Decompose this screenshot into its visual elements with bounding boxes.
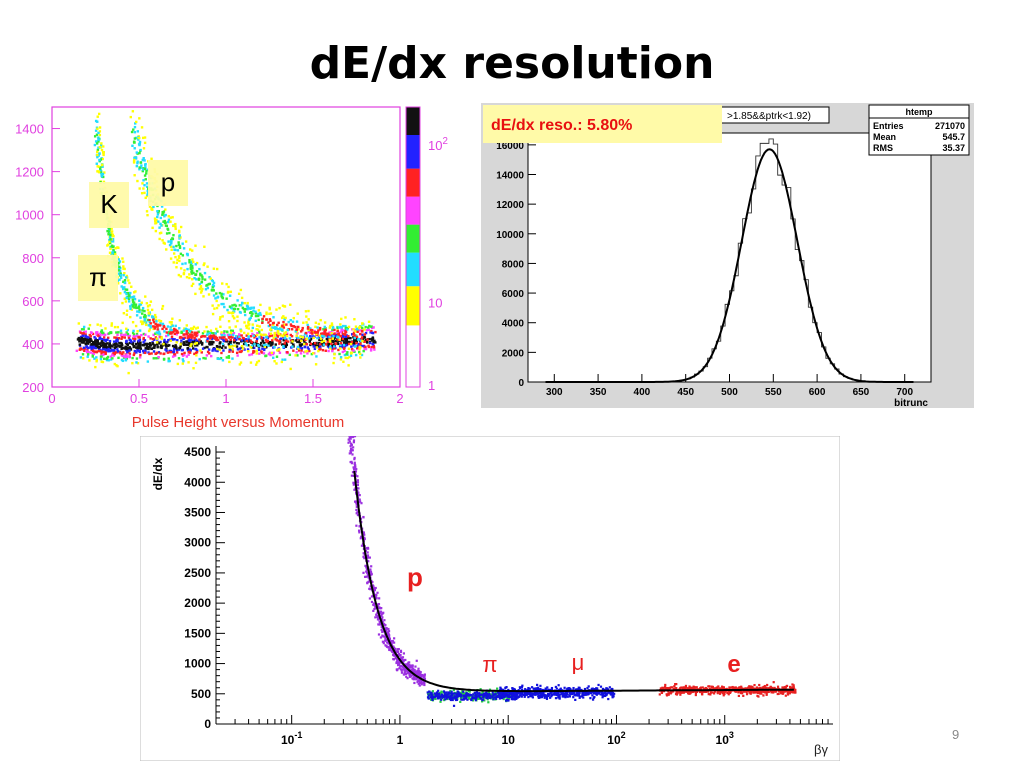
heatmap-cells xyxy=(75,110,377,375)
y-tick-label: 600 xyxy=(22,294,44,309)
x-tick-label: 1 xyxy=(222,391,229,406)
color-scale-segment xyxy=(406,168,420,197)
y-tick-label: 16000 xyxy=(496,141,524,152)
color-scale-segment xyxy=(406,135,420,169)
dedx-vs-betagamma-chart: 0 500 1000 1500 2000 2500 3000 3500 4000 4500 10-1… xyxy=(140,436,840,761)
x-tick-label: 0 xyxy=(48,391,55,406)
stats-key: Mean xyxy=(873,132,896,142)
particle-label: e xyxy=(727,651,740,678)
x-tick-label: 350 xyxy=(590,387,607,398)
z-tick-label: 1 xyxy=(428,378,435,393)
y-tick-label: 400 xyxy=(22,337,44,352)
particle-label-box xyxy=(78,255,118,301)
y-tick-label: 2000 xyxy=(184,596,211,610)
stats-value: 35.37 xyxy=(942,143,965,153)
y-tick-label: 1000 xyxy=(15,208,44,223)
particle-label: p xyxy=(407,562,423,592)
x-tick-label: 10 xyxy=(502,733,516,747)
color-scale-segment xyxy=(406,107,420,135)
stats-value: 271070 xyxy=(935,121,965,131)
y-tick-label: 2000 xyxy=(502,348,525,359)
y-tick-label: 200 xyxy=(22,380,44,395)
x-tick-label: 600 xyxy=(809,387,826,398)
y-tick-label: 0 xyxy=(204,717,211,731)
particle-label: p xyxy=(161,167,175,197)
bitrunc-histogram-chart: 300 350 400 450 500 550 600 650 700 0 2000 4000 6000… xyxy=(481,103,974,408)
x-tick-label: 700 xyxy=(896,387,913,398)
y-tick-label: 800 xyxy=(22,251,44,266)
y-tick-label: 1200 xyxy=(15,165,44,180)
y-tick-label: 3500 xyxy=(184,505,211,519)
z-tick-label: 102 xyxy=(428,136,448,153)
y-tick-label: 8000 xyxy=(502,259,525,270)
stats-value: 545.7 xyxy=(942,132,965,142)
stats-key: Entries xyxy=(873,121,904,131)
particle-label: π xyxy=(89,262,107,292)
chart-frame xyxy=(140,436,840,761)
y-tick-label: 4000 xyxy=(184,475,211,489)
x-tick-label: 103 xyxy=(716,730,734,747)
particle-label: μ xyxy=(572,650,585,675)
y-tick-label: 1400 xyxy=(15,122,44,137)
slide-title: dE/dx resolution xyxy=(309,38,715,89)
y-tick-label: 1500 xyxy=(184,626,211,640)
bethe-bloch-curve xyxy=(353,470,794,693)
y-tick-label: 4500 xyxy=(184,445,211,459)
particle-label: π xyxy=(482,652,497,677)
y-tick-label: 2500 xyxy=(184,566,211,580)
particle-label-box xyxy=(148,160,188,206)
color-scale-segment xyxy=(406,224,420,253)
x-tick-label: 500 xyxy=(721,387,738,398)
scatter-points xyxy=(347,436,797,707)
y-tick-label: 6000 xyxy=(502,289,525,300)
particle-label-box xyxy=(89,182,129,228)
x-tick-label: 1 xyxy=(397,733,404,747)
color-scale-segment xyxy=(406,325,420,387)
x-tick-label: 102 xyxy=(607,730,625,747)
pulse-height-vs-momentum-chart: 0 0.5 1 1.5 2 200 400 600 800 1000 1200 1400 Pulse H… xyxy=(15,106,448,431)
x-tick-label: 10-1 xyxy=(281,730,302,747)
gaussian-fit-curve xyxy=(545,148,914,383)
x-tick-label: 0.5 xyxy=(130,391,148,406)
x-axis-label: Pulse Height versus Momentum xyxy=(132,414,345,431)
z-tick-label: 10 xyxy=(428,295,442,310)
x-tick-label: 1.5 xyxy=(304,391,322,406)
y-tick-label: 4000 xyxy=(502,319,525,330)
color-scale-segment xyxy=(406,196,420,225)
y-tick-label: 12000 xyxy=(496,200,524,211)
x-tick-label: 550 xyxy=(765,387,782,398)
x-axis-label: bitrunc xyxy=(894,398,928,408)
color-scale-frame xyxy=(405,106,421,388)
x-tick-label: 300 xyxy=(546,387,563,398)
stats-title: htemp xyxy=(906,107,934,117)
cut-label: >1.85&&ptrk<1.92) xyxy=(727,111,811,122)
y-tick-label: 3000 xyxy=(184,536,211,550)
resolution-box xyxy=(483,105,722,143)
color-scale-segment xyxy=(406,252,420,287)
stats-box xyxy=(868,104,970,156)
plot-frame xyxy=(527,132,932,383)
particle-label: K xyxy=(100,189,118,219)
y-tick-label: 0 xyxy=(518,378,524,389)
x-tick-label: 650 xyxy=(853,387,870,398)
stats-key: RMS xyxy=(873,143,893,153)
color-scale-segment xyxy=(406,286,420,326)
x-axis-label: βγ xyxy=(814,742,828,757)
x-tick-label: 450 xyxy=(677,387,694,398)
y-tick-label: 10000 xyxy=(496,230,524,241)
x-tick-label: 400 xyxy=(634,387,651,398)
x-tick-label: 2 xyxy=(396,391,403,406)
y-axis-label: dE/dx xyxy=(151,457,165,490)
y-tick-label: 500 xyxy=(191,687,211,701)
resolution-label: dE/dx reso.: 5.80% xyxy=(491,117,632,134)
y-tick-label: 14000 xyxy=(496,171,524,182)
page-number: 9 xyxy=(952,727,960,742)
y-tick-label: 1000 xyxy=(184,657,211,671)
